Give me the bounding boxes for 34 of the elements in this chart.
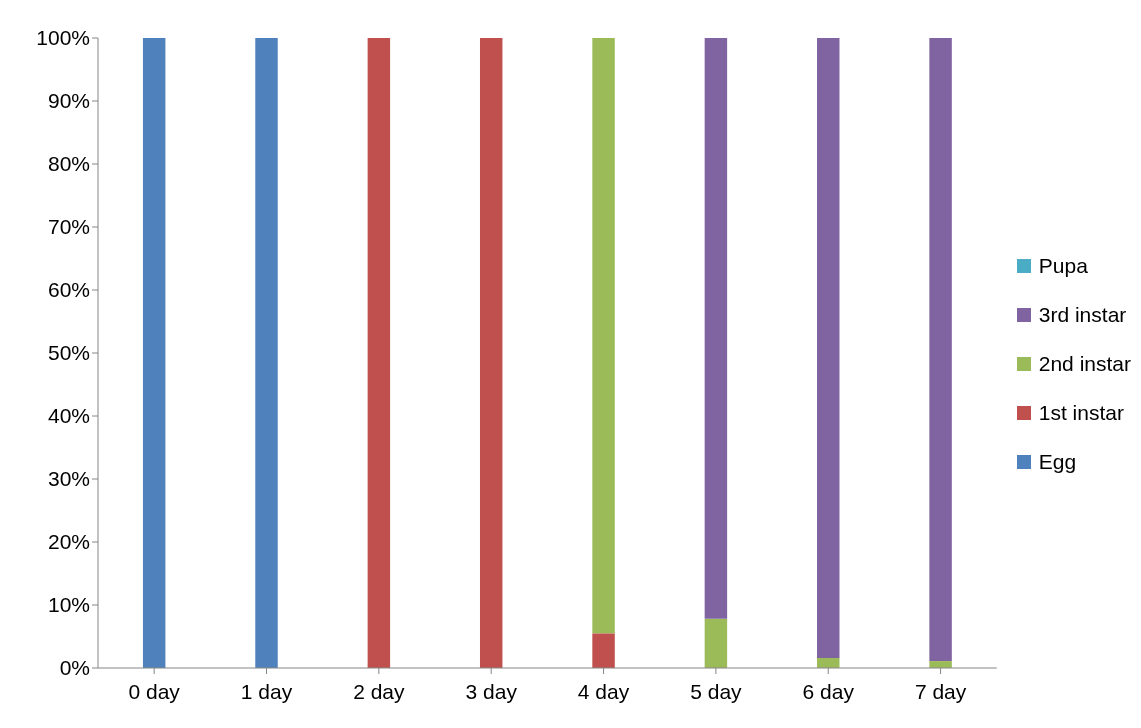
bar (479, 38, 503, 668)
x-tick-label: 1 day (240, 679, 293, 703)
y-tick-label: 100% (36, 26, 90, 50)
bar (142, 38, 166, 668)
y-tick-label: 20% (47, 530, 90, 554)
bar (704, 618, 728, 668)
x-tick-label: 2 day (353, 679, 406, 703)
y-tick-label: 10% (47, 593, 90, 617)
x-tick-label: 7 day (914, 679, 967, 703)
bar (367, 38, 391, 668)
x-tick-label: 4 day (577, 679, 630, 703)
legend-label: 3rd instar (1038, 303, 1127, 327)
y-tick-label: 0% (59, 656, 90, 680)
y-tick-label: 90% (47, 89, 90, 113)
x-tick-label: 5 day (690, 679, 743, 703)
bar (704, 38, 728, 619)
y-tick-label: 70% (47, 215, 90, 239)
bar (592, 633, 615, 668)
x-tick-label: 3 day (465, 679, 518, 703)
bar (929, 38, 952, 662)
bar (592, 38, 615, 634)
x-tick-label: 6 day (802, 679, 855, 703)
legend-label: 1st instar (1038, 401, 1124, 425)
bar (817, 38, 840, 658)
legend-label: Pupa (1038, 254, 1088, 278)
y-tick-label: 40% (47, 404, 90, 428)
y-tick-label: 50% (47, 341, 90, 365)
y-tick-label: 30% (47, 467, 90, 491)
bar (255, 38, 278, 668)
legend-label: Egg (1038, 450, 1077, 474)
x-tick-label: 0 day (128, 679, 181, 703)
y-tick-label: 80% (47, 152, 90, 176)
y-tick-label: 60% (47, 278, 90, 302)
legend-label: 2nd instar (1038, 352, 1131, 376)
